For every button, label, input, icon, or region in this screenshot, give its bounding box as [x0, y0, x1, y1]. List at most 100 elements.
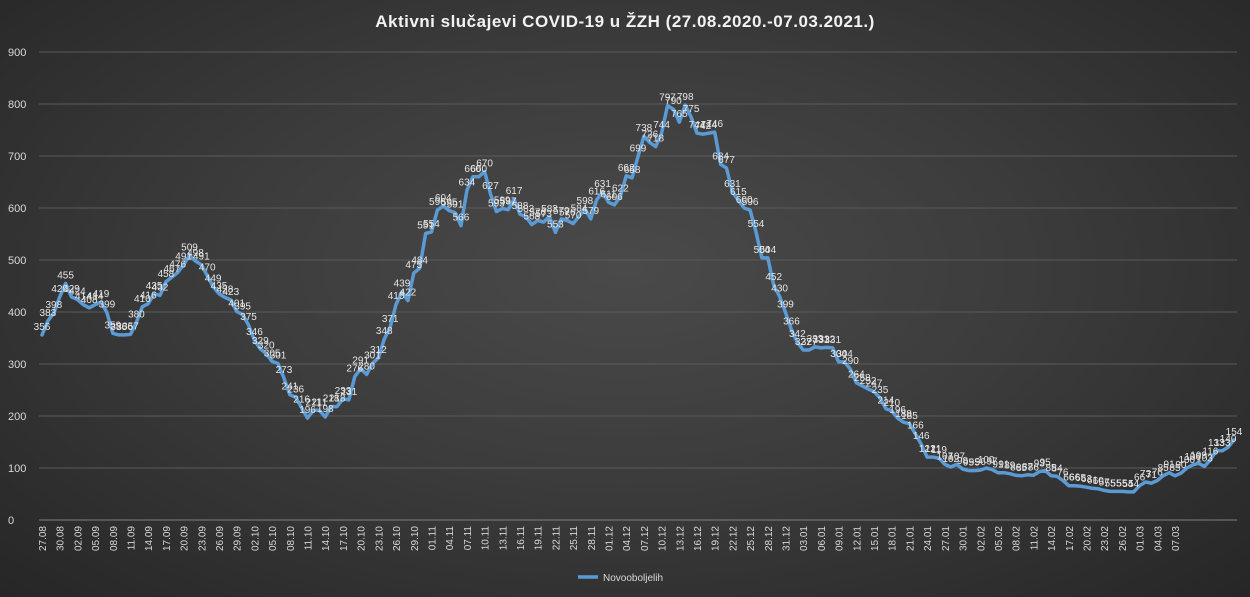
x-tick-label: 11.10 — [304, 526, 315, 551]
data-label: 366 — [783, 317, 800, 328]
data-label: 66 — [1063, 473, 1075, 484]
x-tick-label: 17.02 — [1065, 526, 1076, 551]
data-label: 476 — [169, 259, 186, 270]
data-label: 312 — [370, 345, 387, 356]
x-tick-label: 29.09 — [233, 526, 244, 551]
x-tick-label: 22.11 — [551, 526, 562, 551]
data-label: 419 — [93, 289, 110, 300]
data-label: 66 — [1069, 473, 1081, 484]
data-label: 188 — [895, 409, 912, 420]
x-tick-label: 07.12 — [640, 526, 651, 551]
data-label: 622 — [612, 184, 629, 195]
data-label: 76 — [1152, 467, 1164, 478]
data-label: 596 — [429, 197, 446, 208]
x-tick-label: 27.01 — [941, 526, 952, 551]
data-label: 140 — [1220, 434, 1237, 445]
data-label: 54 — [1122, 479, 1134, 490]
data-label: 329 — [252, 336, 269, 347]
data-label: 121 — [925, 444, 942, 455]
x-tick-label: 01.03 — [1136, 526, 1147, 551]
x-tick-label: 12.01 — [852, 526, 863, 551]
data-label: 210 — [883, 398, 900, 409]
x-tick-label: 26.02 — [1118, 526, 1129, 551]
data-label: 658 — [624, 165, 641, 176]
data-label: 660 — [470, 164, 487, 175]
data-label: 332 — [818, 334, 835, 345]
y-tick-label: 600 — [8, 203, 26, 215]
x-tick-label: 06.01 — [817, 526, 828, 551]
data-label: 617 — [506, 186, 523, 197]
data-label: 371 — [382, 314, 399, 325]
data-label: 416 — [140, 291, 157, 302]
x-tick-label: 30.08 — [56, 526, 67, 551]
data-label: 166 — [907, 421, 924, 432]
data-label: 91 — [992, 460, 1004, 471]
data-label: 597 — [500, 197, 517, 208]
data-label: 399 — [99, 300, 116, 311]
data-label: 599 — [494, 196, 511, 207]
x-tick-label: 16.12 — [693, 526, 704, 551]
data-label: 86 — [1028, 462, 1040, 473]
y-tick-label: 300 — [8, 359, 26, 371]
data-label: 744 — [653, 120, 670, 131]
data-label: 634 — [459, 177, 476, 188]
data-label: 422 — [400, 288, 417, 299]
data-label: 401 — [228, 298, 245, 309]
data-label: 504 — [754, 245, 771, 256]
data-label: 484 — [411, 255, 428, 266]
legend: Novooboljelih — [578, 573, 663, 584]
data-label: 216 — [293, 395, 310, 406]
data-label: 305 — [264, 348, 281, 359]
data-label: 504 — [759, 245, 776, 256]
data-label: 55 — [1116, 478, 1128, 489]
data-label: 54 — [1128, 479, 1140, 490]
data-label: 660 — [464, 164, 481, 175]
data-label: 276 — [346, 363, 363, 374]
data-label: 677 — [718, 155, 735, 166]
data-label: 290 — [842, 356, 859, 367]
data-label: 455 — [57, 270, 74, 281]
x-tick-label: 10.11 — [481, 526, 492, 551]
data-label: 458 — [158, 269, 175, 280]
y-axis-ticks: 0 100 200 300 400 500 600 700 800 900 — [8, 47, 26, 527]
x-tick-label: 28.12 — [764, 526, 775, 551]
x-tick-label: 02.02 — [976, 526, 987, 551]
y-tick-label: 100 — [8, 463, 26, 475]
x-tick-label: 17.10 — [339, 526, 350, 551]
data-label: 119 — [931, 445, 947, 456]
x-tick-label: 07.03 — [1171, 526, 1182, 551]
x-tick-label: 20.10 — [357, 526, 368, 551]
x-tick-label: 14.09 — [144, 526, 155, 551]
data-label: 583 — [541, 204, 558, 215]
data-label: 595 — [441, 198, 458, 209]
x-tick-label: 20.02 — [1082, 526, 1093, 551]
data-label: 95 — [1040, 458, 1052, 469]
data-label: 357 — [122, 321, 139, 332]
y-tick-label: 800 — [8, 99, 26, 111]
data-label: 631 — [594, 179, 611, 190]
data-label: 593 — [488, 199, 505, 210]
x-tick-label: 14.10 — [321, 526, 332, 551]
data-label: 429 — [63, 284, 80, 295]
data-label: 331 — [824, 335, 841, 346]
data-label: 568 — [523, 212, 540, 223]
data-label: 467 — [163, 264, 180, 275]
data-label: 790 — [665, 96, 682, 107]
data-label: 146 — [913, 431, 930, 442]
data-label: 554 — [423, 219, 440, 230]
data-label: 798 — [677, 92, 694, 103]
data-label: 109 — [1190, 450, 1207, 461]
data-label: 684 — [712, 151, 729, 162]
data-label: 423 — [222, 287, 239, 298]
data-label: 395 — [234, 302, 251, 313]
x-tick-label: 17.09 — [162, 526, 173, 551]
data-label: 61 — [1087, 475, 1099, 486]
data-label: 103 — [1196, 453, 1213, 464]
data-label: 304 — [836, 349, 853, 360]
data-label: 76 — [1057, 467, 1069, 478]
data-label: 327 — [801, 337, 818, 348]
x-tick-label: 16.11 — [516, 526, 527, 551]
data-label: 408 — [81, 295, 98, 306]
data-label: 356 — [116, 322, 133, 333]
